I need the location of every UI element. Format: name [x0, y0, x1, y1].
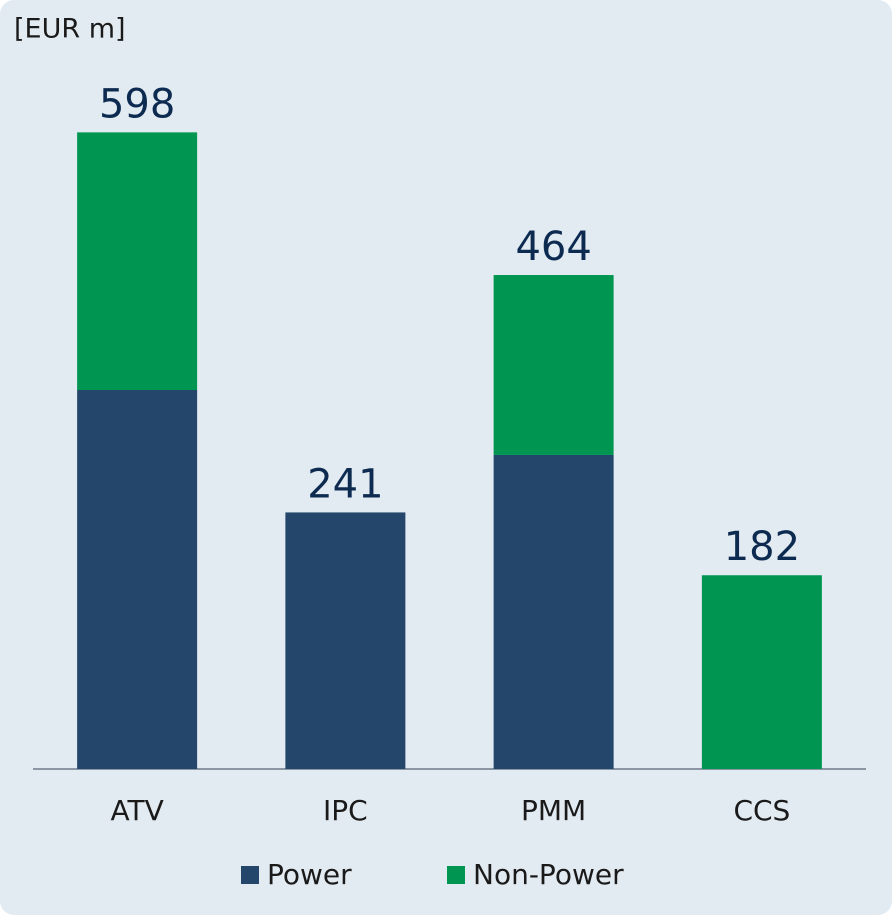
- total-label: 241: [307, 461, 383, 507]
- total-label: 182: [724, 524, 800, 570]
- bar-segment: [493, 275, 614, 455]
- total-label: 464: [515, 224, 591, 270]
- x-tick-label: CCS: [733, 794, 790, 827]
- bar-segment: [701, 575, 822, 769]
- bar-segment: [77, 132, 198, 390]
- x-tick-label: IPC: [323, 794, 368, 827]
- legend-label: Non-Power: [473, 858, 624, 891]
- bar-segment: [493, 454, 614, 769]
- legend-swatch: [447, 866, 465, 884]
- legend-swatch: [241, 866, 259, 884]
- chart-title: [EUR m]: [14, 14, 126, 45]
- legend-label: Power: [267, 858, 352, 891]
- x-tick-label: PMM: [521, 794, 586, 827]
- bar-segment: [285, 512, 406, 769]
- x-tick-label: ATV: [111, 794, 164, 827]
- total-label: 598: [99, 81, 175, 127]
- bar-segment: [77, 389, 198, 769]
